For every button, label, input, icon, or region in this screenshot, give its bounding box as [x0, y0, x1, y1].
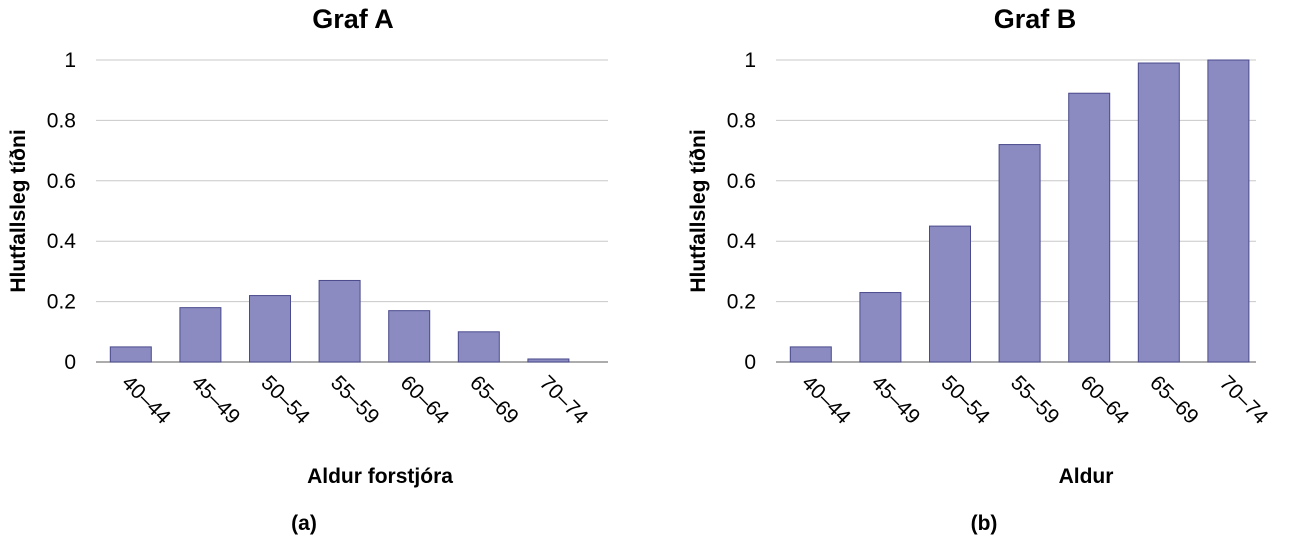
bar [1068, 92, 1111, 363]
bar [1137, 62, 1180, 363]
bars [109, 279, 570, 363]
y-tick-labels: 0 0.2 0.4 0.6 0.8 1 [47, 49, 77, 374]
chart-title: Graf A [312, 4, 394, 34]
bar [859, 292, 902, 363]
bar [789, 346, 832, 363]
x-tick-label: 55–59 [1006, 371, 1064, 429]
bars [789, 59, 1250, 363]
bar [527, 358, 570, 363]
y-axis-label: Hlutfallsleg tíðni [687, 129, 710, 292]
x-tick-label: 45–49 [187, 371, 245, 429]
y-tick-label: 0.2 [727, 291, 756, 314]
chart-a-svg: Graf A 0 0.2 0.4 0.6 0.8 1 40–44 45–49 50–54 55–… [7, 4, 608, 535]
bar [929, 225, 971, 363]
y-tick-label: 0.4 [47, 230, 77, 253]
chart-panel-b: Graf B 0 0.2 0.4 0.6 0.8 1 40–44 45–49 50–54 55–… [648, 0, 1295, 540]
y-tick-label: 0.8 [47, 109, 76, 132]
x-axis-label: Aldur [1059, 465, 1114, 488]
chart-b-svg: Graf B 0 0.2 0.4 0.6 0.8 1 40–44 45–49 50–54 55–… [687, 4, 1273, 535]
panel-label: (b) [971, 512, 998, 535]
x-tick-label: 60–64 [396, 371, 454, 429]
x-tick-labels: 40–44 45–49 50–54 55–59 60–64 65–69 70–74 [117, 371, 592, 429]
x-tick-label: 55–59 [326, 371, 384, 429]
x-axis-label: Aldur forstjóra [307, 465, 453, 488]
bar [109, 346, 152, 363]
bar [998, 144, 1041, 363]
x-tick-label: 70–74 [1215, 371, 1273, 429]
x-tick-label: 45–49 [867, 371, 925, 429]
x-tick-label: 50–54 [256, 371, 314, 429]
grid-lines [96, 59, 608, 363]
x-tick-label: 70–74 [535, 371, 593, 429]
y-tick-label: 0.2 [47, 291, 76, 314]
y-tick-label: 0.4 [727, 230, 757, 253]
y-tick-label: 0.6 [47, 170, 76, 193]
y-tick-label: 0.8 [727, 109, 756, 132]
bar [388, 310, 431, 363]
y-tick-label: 1 [64, 49, 76, 72]
x-tick-label: 65–69 [465, 371, 523, 429]
x-tick-label: 65–69 [1145, 371, 1203, 429]
bar [318, 279, 361, 363]
chart-panel-a: Graf A 0 0.2 0.4 0.6 0.8 1 40–44 45–49 50–54 55–… [0, 0, 647, 540]
bar [249, 295, 291, 363]
x-tick-label: 50–54 [936, 371, 994, 429]
panel-label: (a) [291, 512, 317, 535]
y-axis-label: Hlutfallsleg tíðni [7, 129, 30, 292]
x-tick-labels: 40–44 45–49 50–54 55–59 60–64 65–69 70–74 [797, 371, 1272, 429]
chart-title: Graf B [994, 4, 1077, 34]
bar [1207, 59, 1250, 363]
bar [179, 307, 222, 363]
y-tick-label: 1 [744, 49, 756, 72]
x-tick-label: 60–64 [1076, 371, 1134, 429]
y-tick-label: 0 [744, 351, 756, 374]
y-tick-label: 0 [64, 351, 76, 374]
y-tick-labels: 0 0.2 0.4 0.6 0.8 1 [727, 49, 757, 374]
x-tick-label: 40–44 [117, 371, 175, 429]
x-tick-label: 40–44 [797, 371, 855, 429]
y-tick-label: 0.6 [727, 170, 756, 193]
bar [457, 331, 500, 363]
